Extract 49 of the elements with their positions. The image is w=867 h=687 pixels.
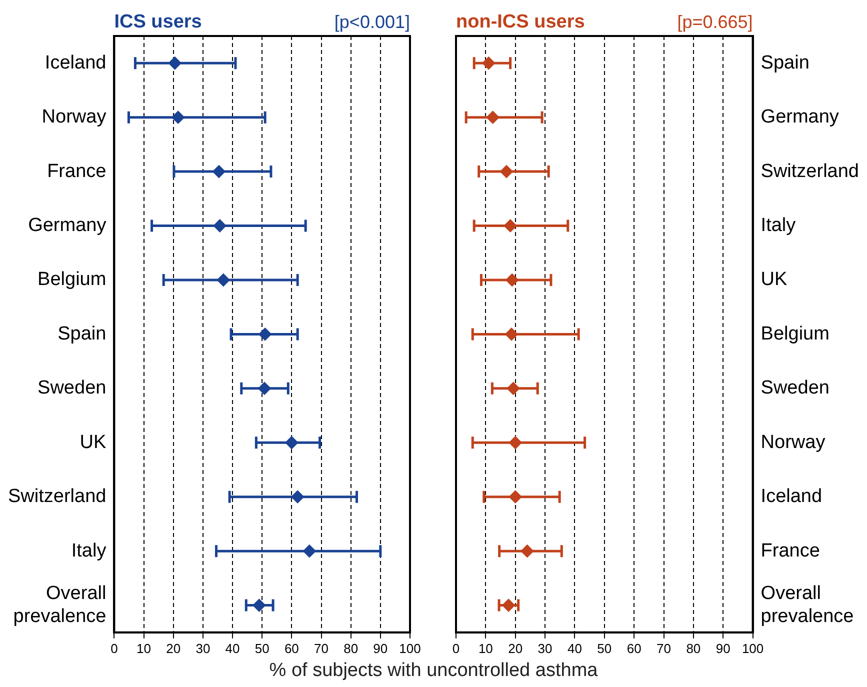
x-tick-label: 10: [136, 640, 152, 656]
x-tick-label: 0: [452, 640, 460, 656]
x-tick-label: 50: [254, 640, 270, 656]
y-tick-label: Norway: [760, 432, 826, 453]
chart-title: non-ICS users: [456, 12, 585, 33]
y-tick-label: Norway: [42, 106, 107, 128]
y-tick-label: Spain: [58, 323, 106, 344]
x-tick-label: 100: [742, 640, 764, 656]
y-tick-label: Italy: [71, 540, 107, 562]
x-tick-label: 80: [344, 640, 358, 656]
y-tick-label: UK: [80, 432, 107, 453]
chart-title: ICS users: [114, 12, 202, 33]
x-tick-label: 70: [314, 640, 328, 656]
y-tick-label: France: [760, 540, 820, 562]
x-tick-label: 40: [225, 640, 240, 656]
y-tick-label: Switzerland: [760, 160, 860, 182]
y-tick-label: Belgium: [38, 269, 106, 290]
x-tick-label: 70: [656, 640, 671, 656]
x-tick-label: 30: [196, 640, 210, 656]
x-tick-label: 90: [716, 640, 730, 656]
x-tick-label: 20: [508, 640, 523, 656]
y-tick-label: Italy: [760, 215, 796, 236]
y-tick-label: Spain: [760, 52, 810, 74]
y-tick-label: Germany: [760, 106, 840, 128]
x-tick-label: 80: [686, 640, 701, 656]
y-tick-label: Iceland: [760, 486, 822, 508]
x-tick-label: 90: [373, 640, 388, 656]
y-tick-label: Overall prevalence: [760, 583, 854, 627]
text: [p<0.001]: [334, 12, 410, 32]
text: [p=0.665]: [677, 12, 753, 32]
y-tick-label: Switzerland: [8, 486, 106, 508]
y-tick-label: UK: [760, 269, 788, 290]
x-tick-label: 0: [110, 640, 118, 656]
x-tick-label: 20: [166, 640, 181, 656]
x-tick-label: 30: [538, 640, 552, 656]
y-tick-label: Belgium: [760, 323, 830, 344]
x-tick-label: 60: [626, 640, 642, 656]
y-tick-label: Overall prevalence: [13, 583, 106, 627]
x-tick-label: 60: [284, 640, 299, 656]
y-tick-label: Sweden: [38, 378, 106, 399]
y-tick-label: Germany: [28, 215, 107, 236]
x-tick-label: 40: [567, 640, 582, 656]
x-axis-title: % of subjects with uncontrolled asthma: [268, 660, 599, 682]
y-tick-label: Sweden: [760, 378, 830, 399]
x-tick-label: 10: [478, 640, 493, 656]
x-tick-label: 100: [399, 640, 421, 656]
y-tick-label: France: [47, 160, 106, 182]
y-tick-label: Iceland: [44, 52, 106, 74]
x-tick-label: 50: [597, 640, 612, 656]
